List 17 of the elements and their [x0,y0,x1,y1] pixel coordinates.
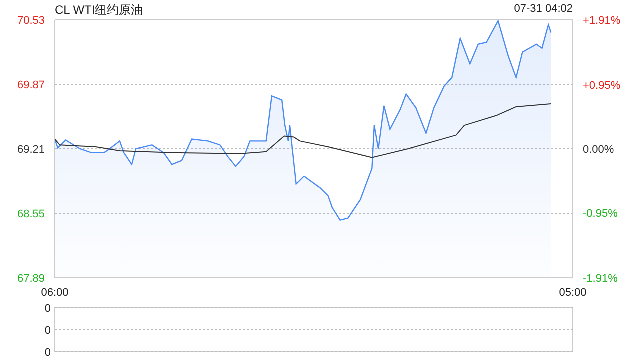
x-tick-label: 05:00 [559,287,587,299]
text: 0 [44,347,51,359]
y-tick-label: 70.53 [17,15,45,27]
text: 0 [44,303,51,315]
chart-title: CL WTI纽约原油 [55,2,144,19]
y2-tick-label: +1.91% [583,15,621,27]
y-tick-label: 67.89 [17,273,45,285]
y2-tick-label: -0.95% [583,208,618,220]
y2-tick-label: 0.00% [583,144,614,156]
y2-tick-label: +0.95% [583,80,621,92]
text: 0 [44,325,51,337]
x-tick-label: 06:00 [41,287,69,299]
y-tick-label: 69.21 [17,144,45,156]
y2-tick-label: -1.91% [583,273,618,285]
text: 07-31 04:02 [514,3,573,15]
y-tick-label: 69.87 [17,80,45,92]
y-tick-label: 68.55 [17,208,45,220]
